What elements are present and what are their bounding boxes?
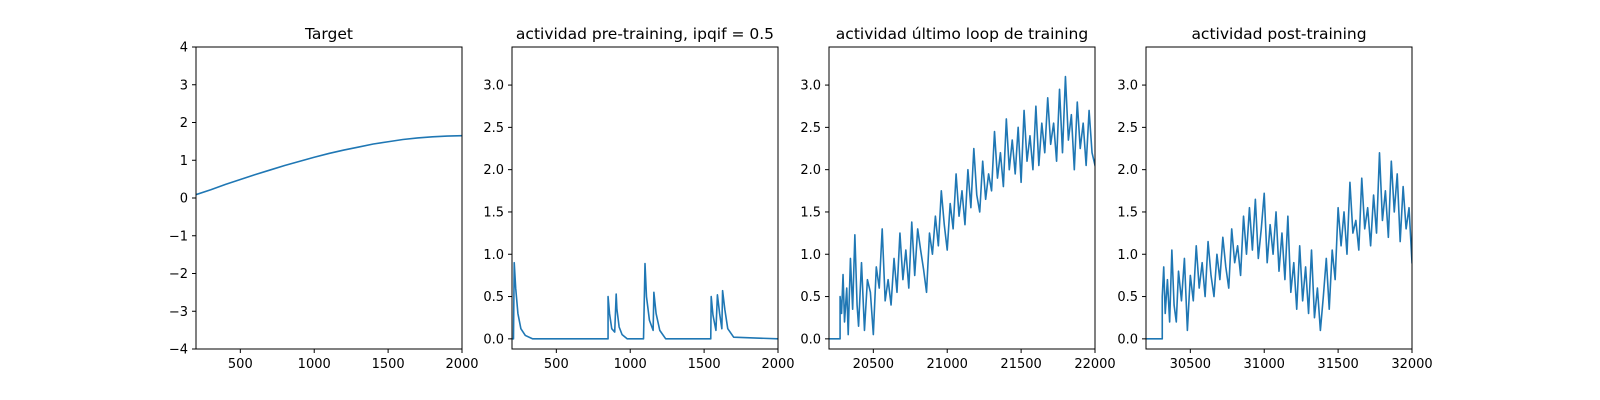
y-tick-label: 1.0: [800, 248, 821, 263]
panel-pre-training: actividad pre-training, ipqif = 0.5 500 1…: [483, 25, 794, 372]
panel-title: actividad post-training: [1191, 25, 1366, 43]
series-line: [829, 75, 1095, 340]
y-tick-label: 2.0: [1117, 163, 1138, 178]
x-tick-label: 31000: [1244, 357, 1285, 372]
y-tick-label: 2.0: [483, 163, 504, 178]
x-tick-label: 1000: [614, 357, 647, 372]
axes-frame: [511, 46, 779, 350]
x-tick-label: 31500: [1317, 357, 1358, 372]
x-tick-label: 21500: [1000, 357, 1041, 372]
y-tick-label: 3.0: [800, 79, 821, 94]
x-tick-label: 20500: [853, 357, 894, 372]
y-tick-label: 2.5: [483, 121, 504, 136]
x-tick-label: 2000: [445, 357, 478, 372]
x-tick-label: 21000: [927, 357, 968, 372]
panel-last-training-loop: actividad último loop de training 20500 2…: [800, 25, 1115, 372]
x-tick-label: 500: [544, 357, 569, 372]
x-tick-label: 32000: [1391, 357, 1432, 372]
y-tick-label: 1.5: [800, 205, 821, 220]
x-tick-label: 2000: [761, 357, 794, 372]
x-tick-label: 1000: [298, 357, 331, 372]
y-tick-label: 0.0: [483, 332, 504, 347]
y-tick-label: −4: [169, 343, 188, 358]
series-line: [512, 261, 778, 340]
panel-title: actividad pre-training, ipqif = 0.5: [516, 25, 774, 43]
y-tick-label: 1.0: [1117, 248, 1138, 263]
y-tick-label: 2.5: [1117, 121, 1138, 136]
series-line: [196, 134, 462, 196]
x-tick-label: 30500: [1170, 357, 1211, 372]
y-tick-label: 1: [180, 154, 188, 169]
panel-title: Target: [304, 25, 353, 43]
y-tick-label: −1: [169, 229, 188, 244]
x-tick-label: 1500: [688, 357, 721, 372]
y-tick-label: 4: [180, 41, 188, 56]
y-tick-label: 0.0: [1117, 332, 1138, 347]
series-line: [1146, 151, 1412, 340]
y-tick-label: 3.0: [483, 79, 504, 94]
y-tick-label: 2: [180, 116, 188, 131]
axes-frame: [1145, 46, 1413, 350]
y-tick-label: 0.5: [1117, 290, 1138, 305]
y-tick-label: 0.0: [800, 332, 821, 347]
y-tick-label: 2.0: [800, 163, 821, 178]
y-tick-label: 1.5: [1117, 205, 1138, 220]
y-tick-label: 1.0: [483, 248, 504, 263]
y-tick-label: 0.5: [800, 290, 821, 305]
panel-title: actividad último loop de training: [836, 25, 1088, 43]
panel-post-training: actividad post-training 30500 31000 31500 3…: [1117, 25, 1432, 372]
y-tick-label: −2: [169, 267, 188, 282]
y-tick-label: 3: [180, 78, 188, 93]
x-tick-label: 500: [228, 357, 253, 372]
y-tick-label: 0.5: [483, 290, 504, 305]
x-tick-label: 1500: [372, 357, 405, 372]
y-tick-label: 3.0: [1117, 79, 1138, 94]
axes-frame: [828, 46, 1096, 350]
panel-target: Target 500 1000 1500 2000 −4 −3 −2 −1 0 1 2 3 4: [169, 25, 479, 372]
y-tick-label: 0: [180, 192, 188, 207]
y-tick-label: −3: [169, 305, 188, 320]
y-tick-label: 1.5: [483, 205, 504, 220]
x-tick-label: 22000: [1074, 357, 1115, 372]
y-tick-label: 2.5: [800, 121, 821, 136]
